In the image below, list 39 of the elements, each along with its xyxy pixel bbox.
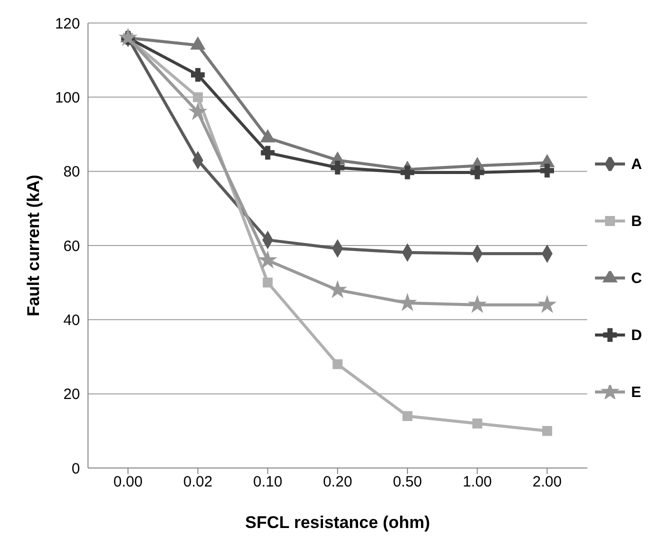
point	[189, 103, 206, 120]
point	[540, 164, 554, 178]
point	[330, 160, 344, 174]
legend-label: A	[631, 156, 642, 172]
point	[542, 426, 552, 436]
point	[468, 296, 486, 312]
x-tick-label: 0.02	[183, 474, 212, 491]
point	[538, 296, 556, 312]
y-tick-label: 60	[63, 238, 80, 255]
x-tick-label: 0.50	[392, 474, 422, 491]
y-tick-label: 0	[72, 460, 80, 478]
point	[192, 92, 203, 102]
point	[329, 281, 346, 298]
x-tick-label: 0.10	[253, 474, 282, 491]
point	[332, 359, 343, 370]
x-tick-label: 0.20	[322, 474, 352, 491]
legend-label: E	[631, 384, 642, 400]
y-tick-label: 120	[54, 15, 80, 32]
legend-label: B	[631, 212, 642, 230]
y-axis-title: Fault current (kA)	[24, 174, 44, 316]
y-tick-label: 40	[63, 312, 80, 329]
point	[402, 411, 412, 422]
y-tick-label: 20	[63, 386, 80, 404]
point	[262, 278, 273, 288]
y-tick-label: 100	[54, 89, 80, 106]
x-axis-title: SFCL resistance (ohm)	[245, 513, 430, 532]
x-tick-label: 2.00	[532, 474, 562, 491]
point	[259, 251, 276, 268]
point	[472, 418, 482, 428]
point	[398, 294, 416, 310]
point	[400, 166, 414, 180]
legend-label: C	[631, 270, 642, 286]
x-tick-label: 0.00	[113, 474, 143, 491]
point	[190, 68, 205, 82]
point	[470, 166, 484, 180]
legend-label: D	[631, 326, 642, 344]
y-tick-label: 80	[63, 164, 80, 181]
point	[260, 146, 275, 160]
x-tick-label: 1.00	[462, 474, 492, 491]
